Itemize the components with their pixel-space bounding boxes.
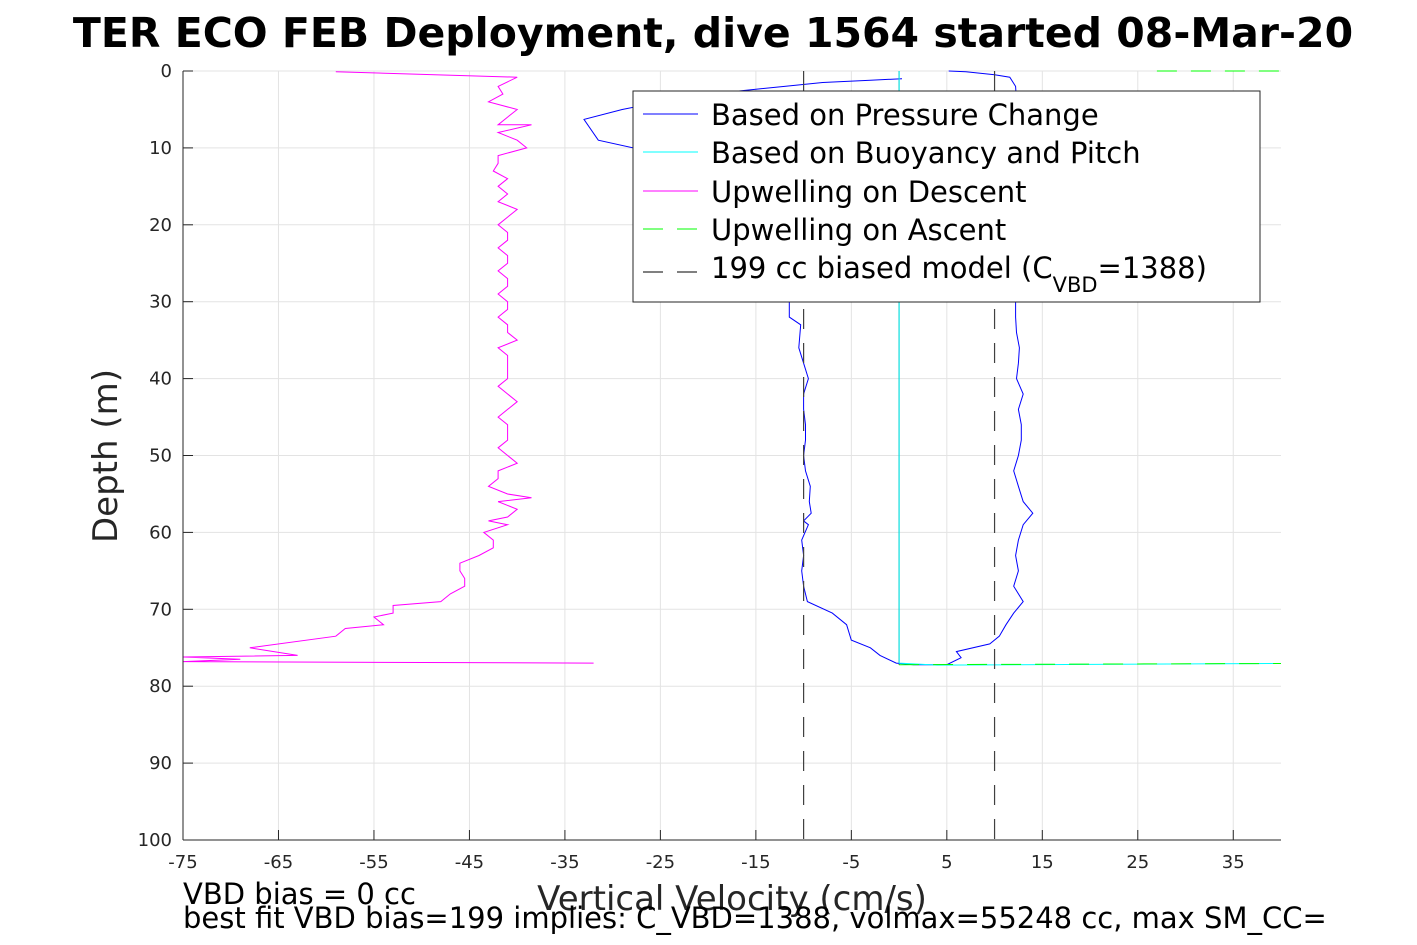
x-tick-label: 25	[1126, 852, 1149, 873]
x-tick-label: -75	[168, 852, 197, 873]
legend-label-pressure: Based on Pressure Change	[711, 98, 1099, 132]
x-axis-label: Vertical Velocity (cm/s)	[537, 879, 927, 919]
x-tick-label: -55	[359, 852, 388, 873]
x-tick-label: -45	[455, 852, 484, 873]
footer-best-fit: best fit VBD bias=199 implies: C_VBD=138…	[183, 901, 1327, 935]
legend-model-sub: VBD	[1053, 273, 1098, 297]
y-axis-label: Depth (m)	[86, 369, 126, 543]
y-tick-label: 10	[149, 138, 172, 159]
x-tick-label: 15	[1031, 852, 1054, 873]
legend: Based on Pressure Change Based on Buoyan…	[632, 90, 1261, 303]
legend-model-prefix: 199 cc biased model (C	[711, 251, 1053, 285]
y-tick-label: 60	[149, 522, 172, 543]
y-tick-label: 80	[149, 676, 172, 697]
series-2-line	[182, 71, 594, 664]
legend-label-ascent: Upwelling on Ascent	[711, 213, 1006, 247]
legend-model-suffix: =1388)	[1098, 251, 1207, 285]
legend-label-model: 199 cc biased model (CVBD=1388)	[711, 251, 1207, 297]
x-tick-label: -25	[646, 852, 675, 873]
chart-title: TER ECO FEB Deployment, dive 1564 starte…	[73, 9, 1353, 57]
footer-vbd-bias: VBD bias = 0 cc	[183, 877, 416, 911]
series-3-line	[899, 663, 1282, 666]
x-tick-label: -65	[264, 852, 293, 873]
y-tick-label: 30	[149, 292, 172, 313]
y-tick-label: 50	[149, 446, 172, 467]
legend-label-buoyancy: Based on Buoyancy and Pitch	[711, 136, 1141, 170]
y-tick-label: 0	[161, 61, 172, 82]
x-tick-label: 35	[1222, 852, 1245, 873]
y-tick-label: 90	[149, 753, 172, 774]
tick-labels: -75 -65 -55 -45 -35 -25 -15 -5 5 15 25 350102030405…	[138, 61, 1245, 873]
x-tick-label: -15	[741, 852, 770, 873]
y-tick-label: 20	[149, 215, 172, 236]
legend-label-descent: Upwelling on Descent	[711, 175, 1027, 209]
y-tick-label: 100	[138, 830, 172, 851]
legend-box	[632, 90, 1261, 303]
y-tick-label: 70	[149, 599, 172, 620]
y-tick-label: 40	[149, 369, 172, 390]
x-tick-label: -35	[550, 852, 579, 873]
x-tick-label: 5	[941, 852, 952, 873]
x-tick-label: -5	[842, 852, 860, 873]
